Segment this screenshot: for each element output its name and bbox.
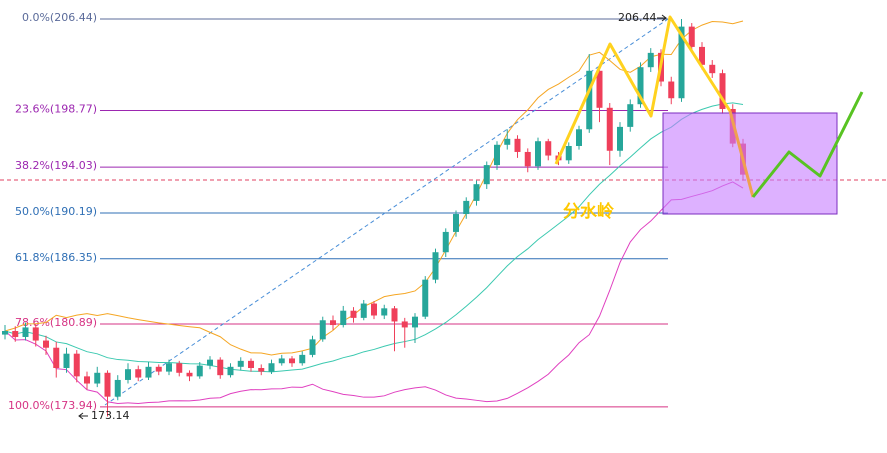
candle-body (166, 363, 172, 372)
candle-body (606, 107, 613, 151)
fib-label: 23.6%(198.77) (15, 103, 97, 116)
high-label: 206.44 (618, 11, 657, 24)
candle-body (483, 165, 490, 185)
candle-body (586, 70, 593, 130)
candle-body (155, 366, 162, 372)
candle-body (248, 360, 254, 369)
candle-body (699, 46, 705, 65)
candle-body (63, 353, 70, 369)
candle-body (463, 200, 470, 215)
candle-body (135, 369, 142, 378)
candle-body (237, 360, 244, 367)
candle-body (637, 67, 644, 105)
candle-body (391, 308, 398, 322)
candle-body (217, 359, 224, 376)
candle-body (617, 126, 623, 151)
candle-body (371, 303, 377, 316)
candle-body (350, 310, 357, 318)
candle-body (32, 327, 39, 341)
candle-body (176, 363, 183, 373)
candle-body (278, 358, 285, 364)
low-arrow-head (78, 412, 84, 420)
candle-body (73, 353, 80, 377)
candle-body (381, 308, 388, 316)
candle-body (514, 138, 521, 152)
trend-line (104, 18, 669, 406)
candle-body (412, 316, 418, 328)
high-arrow-head (661, 14, 667, 22)
zigzag-tail (728, 110, 755, 198)
candle-body (524, 151, 531, 167)
candle-body (227, 366, 234, 376)
candle-body (360, 303, 367, 318)
candle-body (2, 331, 8, 335)
candle-body (258, 368, 265, 372)
candle-body (330, 320, 336, 326)
candle-body (104, 372, 111, 397)
candle-body (12, 331, 19, 337)
candle-body (535, 141, 541, 167)
fib-group: 0.0%(206.44) 23.6%(198.77) 38.2%(194.03) 50… (8, 11, 668, 412)
candle-body (576, 129, 582, 146)
candle-body (268, 363, 275, 372)
projection (751, 91, 864, 198)
candle-body (432, 252, 439, 280)
candle-body (565, 145, 572, 161)
candle-body (494, 144, 500, 166)
boll-middle (4, 102, 744, 373)
candle-body (94, 372, 101, 384)
candle-body (442, 231, 449, 253)
candle-body (84, 376, 90, 384)
fib-label: 38.2%(194.03) (15, 159, 97, 172)
zone-box (662, 112, 838, 215)
candle-body (207, 359, 213, 366)
candle-body (688, 26, 695, 47)
zigzag (554, 15, 732, 165)
candle-body (627, 104, 634, 127)
candle-body (647, 52, 654, 68)
candle-body (473, 184, 480, 201)
candle-body (719, 73, 726, 109)
candle-body (22, 327, 29, 337)
candle-body (186, 372, 193, 377)
candle-body (196, 365, 203, 377)
candle-body (504, 138, 511, 145)
candle-body (43, 340, 49, 348)
fib-label: 78.6%(180.89) (15, 316, 97, 329)
fib-label: 61.8%(186.35) (15, 251, 97, 264)
candle-body (453, 214, 459, 232)
annotation: 分水岭 (563, 201, 614, 222)
candle-body (668, 81, 675, 99)
candle-body (545, 141, 552, 156)
candle-body (309, 339, 316, 355)
candle-body (422, 279, 429, 317)
low-label: 173.14 (91, 409, 130, 422)
candle-body (289, 358, 295, 364)
candle-body (145, 366, 152, 378)
candle-body (709, 64, 716, 74)
candle-body (299, 354, 306, 364)
candle-body (114, 379, 121, 397)
fib-label: 100.0%(173.94) (8, 399, 97, 412)
candle-body (678, 26, 685, 99)
candle-body (319, 320, 326, 340)
candle-body (596, 70, 603, 108)
candle-body (401, 321, 408, 328)
fib-label: 50.0%(190.19) (15, 205, 97, 218)
candle-body (340, 310, 347, 326)
boll-lower (4, 181, 744, 404)
candle-body (53, 347, 60, 369)
fib-label: 0.0%(206.44) (22, 11, 97, 24)
candle-body (125, 369, 131, 380)
